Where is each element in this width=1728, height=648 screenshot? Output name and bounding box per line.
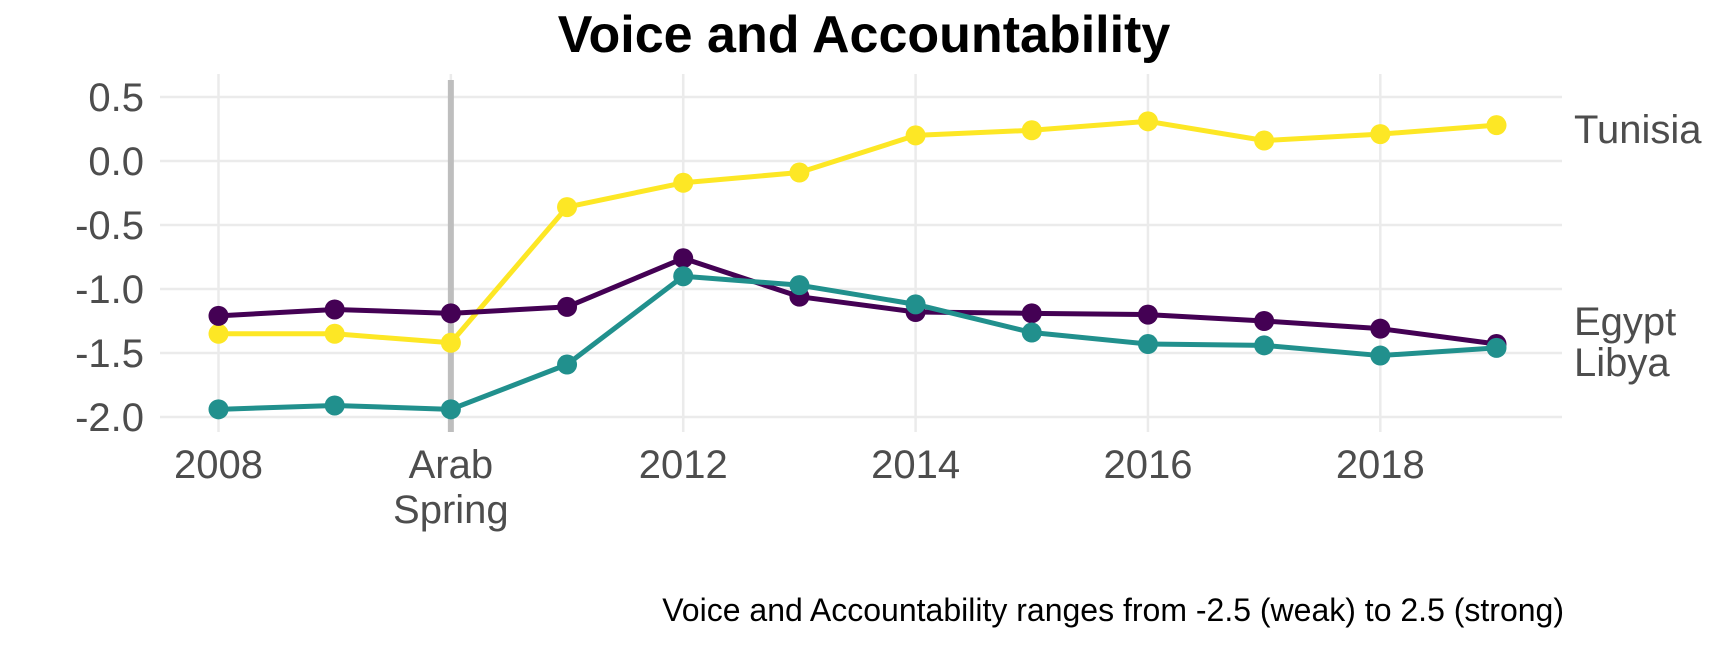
data-point — [440, 399, 461, 420]
x-tick-label: 2012 — [639, 443, 728, 487]
series-label-tunisia: Tunisia — [1574, 108, 1702, 152]
data-point — [673, 248, 694, 269]
data-point — [1021, 303, 1042, 324]
y-tick-label: -1.5 — [75, 332, 144, 376]
data-point — [1137, 111, 1158, 132]
data-point — [1486, 337, 1507, 358]
data-point — [1370, 318, 1391, 339]
x-axis-ticks: 2008 Arab Spring 2012 2014 2016 2018 — [174, 443, 1425, 532]
x-tick-label: Arab Spring — [393, 443, 509, 532]
data-point — [208, 399, 229, 420]
series-tunisia — [208, 111, 1507, 353]
y-tick-label: 0.5 — [88, 76, 144, 120]
series-group — [208, 111, 1507, 420]
y-tick-label: -2.0 — [75, 396, 144, 440]
series-line-libya — [218, 273, 1497, 412]
data-point — [440, 332, 461, 353]
data-point — [1254, 130, 1275, 151]
grid-lines — [160, 74, 1562, 432]
data-point — [557, 197, 578, 218]
y-tick-label: -1.0 — [75, 268, 144, 312]
data-point — [673, 172, 694, 193]
data-point — [1370, 124, 1391, 145]
series-label-egypt: Egypt — [1574, 300, 1676, 344]
series-line-egypt — [218, 255, 1497, 347]
data-point — [789, 162, 810, 183]
data-point — [905, 125, 926, 146]
data-point — [208, 323, 229, 344]
data-point — [1137, 334, 1158, 355]
data-point — [208, 305, 229, 326]
data-point — [557, 354, 578, 375]
data-point — [1137, 304, 1158, 325]
series-line-tunisia — [218, 118, 1497, 346]
x-tick-label: 2018 — [1336, 443, 1425, 487]
data-point — [1021, 120, 1042, 141]
data-point — [324, 323, 345, 344]
chart-title: Voice and Accountability — [558, 6, 1171, 64]
data-point — [673, 266, 694, 287]
data-point — [1254, 335, 1275, 356]
y-axis-ticks: 0.5 0.0 -0.5 -1.0 -1.5 -2.0 — [75, 76, 144, 440]
series-egypt — [208, 248, 1507, 355]
x-tick-label: 2008 — [174, 443, 263, 487]
data-point — [789, 275, 810, 296]
data-point — [1486, 115, 1507, 136]
series-libya — [208, 266, 1507, 420]
y-tick-label: 0.0 — [88, 140, 144, 184]
data-point — [324, 299, 345, 320]
data-point — [1021, 322, 1042, 343]
x-tick-label: 2016 — [1103, 443, 1192, 487]
y-tick-label: -0.5 — [75, 204, 144, 248]
data-point — [324, 395, 345, 416]
data-point — [440, 303, 461, 324]
chart-caption: Voice and Accountability ranges from -2.… — [662, 592, 1564, 628]
data-point — [1370, 345, 1391, 366]
data-point — [905, 294, 926, 315]
data-point — [557, 296, 578, 317]
series-label-libya: Libya — [1574, 341, 1670, 385]
data-point — [1254, 311, 1275, 331]
x-tick-label: 2014 — [871, 443, 960, 487]
